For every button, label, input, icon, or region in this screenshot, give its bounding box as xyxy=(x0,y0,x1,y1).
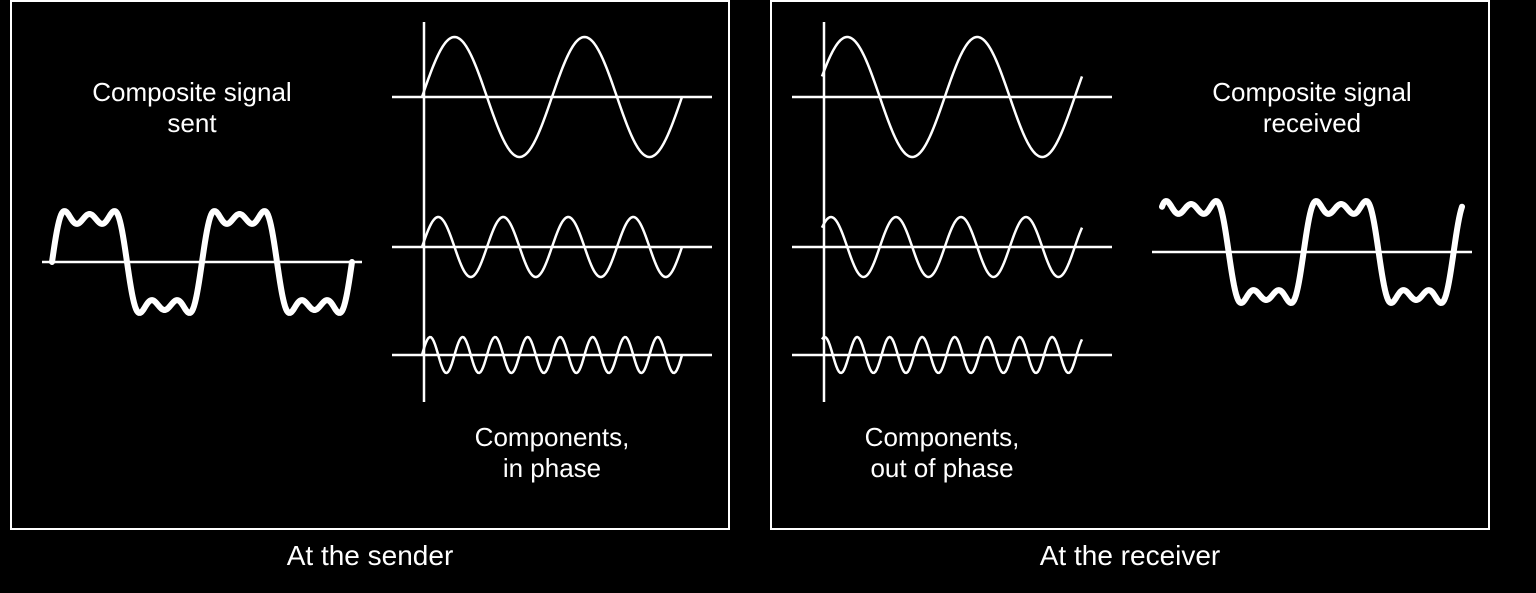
panel-receiver: Components,out of phase Composite signal… xyxy=(770,0,1490,530)
composite-sent-plot xyxy=(42,162,362,362)
receiver-caption: At the receiver xyxy=(770,540,1490,572)
receiver-sine1-plot xyxy=(792,32,1112,162)
receiver-components-label: Components,out of phase xyxy=(802,422,1082,484)
sender-sine2-plot xyxy=(392,212,712,282)
composite-received-plot xyxy=(1152,152,1472,352)
composite-received-svg xyxy=(1152,152,1472,352)
composite-received-label: Composite signalreceived xyxy=(1172,77,1452,139)
composite-sent-svg xyxy=(42,162,362,362)
receiver-sine3-plot xyxy=(792,332,1112,378)
sender-sine1-plot xyxy=(392,32,712,162)
sender-sine3-plot xyxy=(392,332,712,378)
panel-sender: Composite signalsent xyxy=(10,0,730,530)
sender-components-label: Components,in phase xyxy=(412,422,692,484)
diagram-root: Composite signalsent xyxy=(0,0,1536,593)
sender-caption: At the sender xyxy=(10,540,730,572)
composite-sent-label: Composite signalsent xyxy=(62,77,322,139)
receiver-sine2-plot xyxy=(792,212,1112,282)
